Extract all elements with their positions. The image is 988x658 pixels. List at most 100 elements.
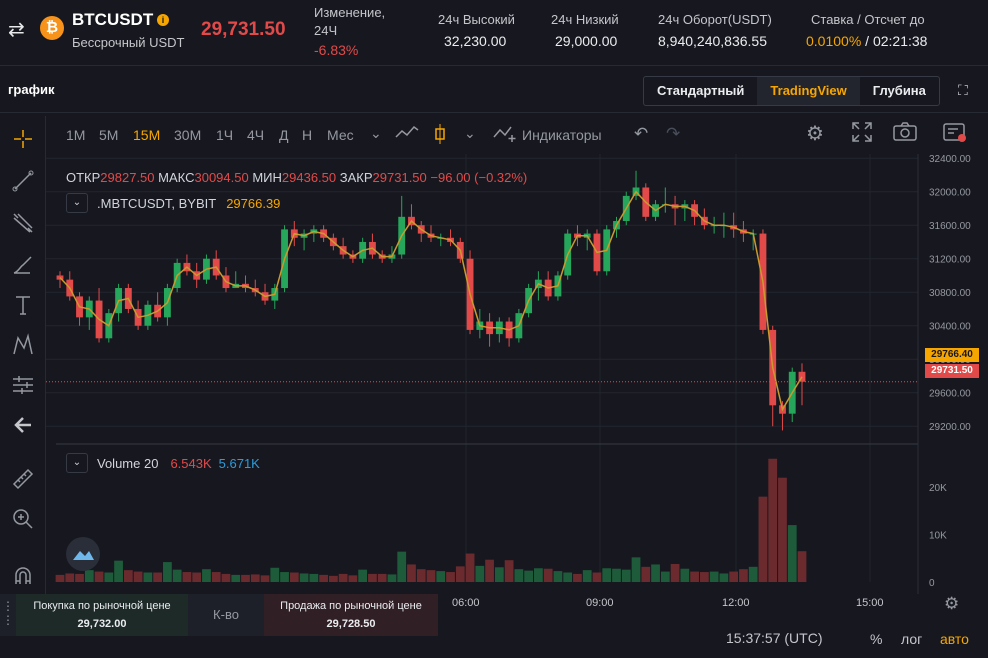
fullscreen-icon[interactable] xyxy=(851,121,873,146)
camera-icon[interactable] xyxy=(892,122,918,145)
auto-scale-toggle[interactable]: авто xyxy=(940,631,969,647)
volume-bar xyxy=(582,570,592,582)
volume-bar xyxy=(55,574,65,582)
chevron-down-icon[interactable]: ⌄ xyxy=(370,125,382,141)
stat-label: Ставка / Отсчет до xyxy=(811,12,925,27)
tab-standard[interactable]: Стандартный xyxy=(657,83,745,98)
index-legend: ⌄ .MBTCUSDT, BYBIT 29766.39 xyxy=(66,193,280,213)
swap-arrows-icon[interactable]: ⇄ xyxy=(8,19,25,41)
volume-bar xyxy=(387,574,397,582)
market-sell-button[interactable]: Продажа по рыночной цене 29,728.50 xyxy=(264,594,438,636)
redo-icon[interactable]: ↷ xyxy=(666,124,681,143)
tab-tradingview[interactable]: TradingView xyxy=(757,77,860,105)
volume-bar xyxy=(231,574,241,582)
indicators-icon[interactable] xyxy=(492,123,518,146)
symbol-name[interactable]: BTCUSDT xyxy=(72,10,154,29)
volume-bar xyxy=(455,566,465,582)
buy-price: 29,732.00 xyxy=(77,618,127,630)
interval-1mo[interactable]: Мес xyxy=(327,127,354,143)
drag-handle-icon[interactable]: ⋮ ⋮ xyxy=(0,594,16,636)
indicators-button[interactable]: Индикаторы xyxy=(522,127,602,143)
line-chart-icon[interactable] xyxy=(394,123,420,144)
collapse-legend-button[interactable]: ⌄ xyxy=(66,193,88,213)
stat-value: 32,230.00 xyxy=(444,33,507,49)
ruler-icon[interactable] xyxy=(10,466,36,492)
volume-bar xyxy=(397,551,407,582)
pattern-tool-icon[interactable] xyxy=(10,332,36,358)
volume-bar xyxy=(631,557,641,582)
volume-bar xyxy=(563,572,573,582)
info-icon[interactable]: i xyxy=(157,14,169,26)
volume-bar xyxy=(104,572,114,582)
scale-settings-icon[interactable]: ⚙ xyxy=(944,594,960,613)
tradingview-logo[interactable] xyxy=(66,537,100,571)
tab-depth[interactable]: Глубина xyxy=(872,83,926,98)
back-arrow-icon[interactable] xyxy=(10,412,36,438)
fullscreen-icon[interactable]: ⛶ xyxy=(958,82,968,98)
time-tick: 12:00 xyxy=(722,597,750,609)
stat-24h-high: 24ч Высокий 32,230.00 xyxy=(438,12,515,49)
text-tool-icon[interactable] xyxy=(10,292,36,318)
settings-icon[interactable]: ⚙ xyxy=(806,123,824,145)
volume-bar xyxy=(133,571,143,582)
volume-bar xyxy=(504,560,514,582)
quantity-input[interactable]: К-во xyxy=(188,594,264,636)
interval-15m[interactable]: 15M xyxy=(133,127,161,143)
volume-bar xyxy=(270,567,280,582)
volume-bar xyxy=(748,566,758,582)
candles-icon[interactable] xyxy=(433,123,447,148)
chevron-down-icon[interactable]: ⌄ xyxy=(464,125,476,141)
interval-1h[interactable]: 1Ч xyxy=(216,127,234,143)
interval-5m[interactable]: 5M xyxy=(99,127,119,143)
volume-bar xyxy=(739,569,748,582)
volume-bar xyxy=(338,573,348,582)
brush-icon[interactable] xyxy=(10,252,36,278)
undo-icon[interactable]: ↶ xyxy=(634,124,649,143)
volume-bar xyxy=(465,553,475,582)
magnet-icon[interactable] xyxy=(10,564,36,590)
collapse-volume-button[interactable]: ⌄ xyxy=(66,453,88,473)
volume-bar xyxy=(94,571,104,582)
volume-bar xyxy=(524,570,534,582)
interval-1m[interactable]: 1M xyxy=(66,127,86,143)
percent-scale-toggle[interactable]: % xyxy=(870,631,883,647)
change-value: -6.83% xyxy=(314,42,359,58)
crosshair-icon[interactable] xyxy=(10,126,36,152)
price-tick-label: 29600.00 xyxy=(929,389,971,400)
volume-bar xyxy=(494,567,504,582)
interval-30m[interactable]: 30M xyxy=(174,127,202,143)
price-tick-label: 32000.00 xyxy=(929,188,971,199)
volume-bar xyxy=(377,573,387,582)
volume-bar xyxy=(241,574,250,582)
save-layout-icon[interactable] xyxy=(942,122,968,147)
interval-1d[interactable]: Д xyxy=(279,127,289,143)
volume-value-b: 5.671K xyxy=(218,455,260,471)
funding-rate: 0.0100% xyxy=(806,33,862,49)
trendline-icon[interactable] xyxy=(10,168,36,194)
volume-bar xyxy=(250,574,260,582)
price-chart[interactable]: 32400.00 32000.00 31600.00 31200.00 30800.00… xyxy=(46,154,978,594)
volume-bar xyxy=(221,573,231,582)
zoom-in-icon[interactable] xyxy=(10,506,36,532)
volume-bar xyxy=(709,571,719,582)
open-label: ОТКР xyxy=(66,170,101,185)
interval-1w[interactable]: Н xyxy=(302,127,313,143)
prediction-tool-icon[interactable] xyxy=(10,372,36,398)
market-buy-button[interactable]: Покупка по рыночной цене 29,732.00 xyxy=(16,594,188,636)
volume-bar xyxy=(475,565,485,582)
contract-type: Бессрочный USDT xyxy=(72,35,185,50)
close-label: ЗАКР xyxy=(339,170,373,185)
volume-value-a: 6.543K xyxy=(170,455,212,471)
volume-bar xyxy=(319,574,328,582)
time-tick: 15:00 xyxy=(856,597,884,609)
volume-bar xyxy=(436,571,446,582)
interval-4h[interactable]: 4Ч xyxy=(247,127,265,143)
log-scale-toggle[interactable]: лог xyxy=(901,631,923,647)
change-value: −96.00 (−0.32%) xyxy=(430,170,528,185)
high-label: МАКС xyxy=(158,170,195,185)
funding-countdown: / 02:21:38 xyxy=(861,33,928,49)
volume-bar xyxy=(75,573,84,582)
buy-label: Покупка по рыночной цене xyxy=(33,600,171,612)
change-label: Изменение, 24Ч xyxy=(314,5,386,38)
fib-tool-icon[interactable] xyxy=(10,210,36,236)
